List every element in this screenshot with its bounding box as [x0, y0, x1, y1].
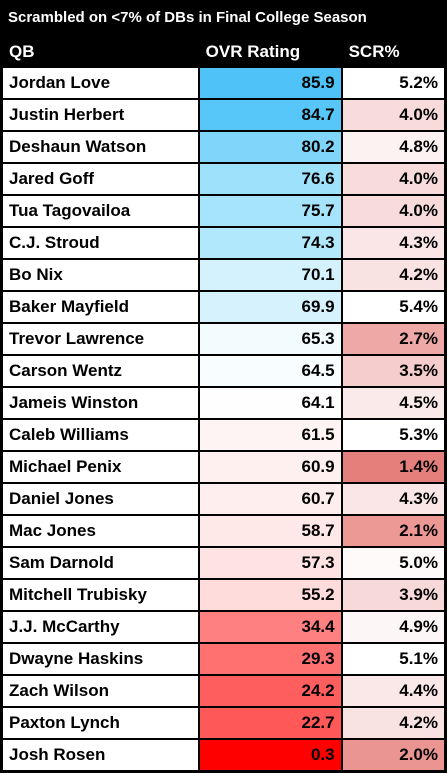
scr-pct-cell: 4.9% [342, 612, 444, 642]
scr-pct-cell: 4.3% [342, 228, 444, 258]
scr-pct-cell: 3.9% [342, 580, 444, 610]
ovr-rating-cell: 60.7 [199, 484, 341, 514]
ovr-rating-cell: 85.9 [199, 68, 341, 98]
ovr-rating-cell: 76.6 [199, 164, 341, 194]
scr-pct-cell: 4.4% [342, 676, 444, 706]
table-row: Trevor Lawrence 65.3 2.7% [3, 324, 444, 354]
qb-name-cell: Caleb Williams [3, 420, 198, 450]
ovr-rating-cell: 74.3 [199, 228, 341, 258]
ovr-rating-cell: 65.3 [199, 324, 341, 354]
table-row: Bo Nix 70.1 4.2% [3, 260, 444, 290]
scr-pct-cell: 5.4% [342, 292, 444, 322]
column-header-scr-pct: SCR% [342, 37, 444, 66]
table-row: Caleb Williams 61.5 5.3% [3, 420, 444, 450]
qb-name-cell: Jameis Winston [3, 388, 198, 418]
qb-name-cell: Trevor Lawrence [3, 324, 198, 354]
table-row: Justin Herbert 84.7 4.0% [3, 100, 444, 130]
table-row: Jared Goff 76.6 4.0% [3, 164, 444, 194]
qb-name-cell: Carson Wentz [3, 356, 198, 386]
qb-name-cell: Josh Rosen [3, 740, 198, 770]
ovr-rating-cell: 22.7 [199, 708, 341, 738]
table-row: Josh Rosen 0.3 2.0% [3, 740, 444, 770]
qb-name-cell: Deshaun Watson [3, 132, 198, 162]
ovr-rating-cell: 64.5 [199, 356, 341, 386]
qb-name-cell: Dwayne Haskins [3, 644, 198, 674]
table-row: Jameis Winston 64.1 4.5% [3, 388, 444, 418]
qb-name-cell: Tua Tagovailoa [3, 196, 198, 226]
scr-pct-cell: 1.4% [342, 452, 444, 482]
ovr-rating-cell: 70.1 [199, 260, 341, 290]
ovr-rating-cell: 34.4 [199, 612, 341, 642]
qb-name-cell: Paxton Lynch [3, 708, 198, 738]
table-row: Jordan Love 85.9 5.2% [3, 68, 444, 98]
table-row: Sam Darnold 57.3 5.0% [3, 548, 444, 578]
table-row: Carson Wentz 64.5 3.5% [3, 356, 444, 386]
scr-pct-cell: 2.7% [342, 324, 444, 354]
qb-name-cell: Mac Jones [3, 516, 198, 546]
table-row: C.J. Stroud 74.3 4.3% [3, 228, 444, 258]
ovr-rating-cell: 84.7 [199, 100, 341, 130]
ovr-rating-cell: 80.2 [199, 132, 341, 162]
ovr-rating-cell: 57.3 [199, 548, 341, 578]
scr-pct-cell: 4.0% [342, 164, 444, 194]
table-row: Dwayne Haskins 29.3 5.1% [3, 644, 444, 674]
header-row: QB OVR Rating SCR% [3, 37, 444, 66]
qb-name-cell: Daniel Jones [3, 484, 198, 514]
table-row: Daniel Jones 60.7 4.3% [3, 484, 444, 514]
qb-name-cell: Jared Goff [3, 164, 198, 194]
scr-pct-cell: 5.0% [342, 548, 444, 578]
ovr-rating-cell: 69.9 [199, 292, 341, 322]
ovr-rating-cell: 55.2 [199, 580, 341, 610]
qb-name-cell: Zach Wilson [3, 676, 198, 706]
scr-pct-cell: 4.8% [342, 132, 444, 162]
qb-name-cell: Jordan Love [3, 68, 198, 98]
scr-pct-cell: 2.1% [342, 516, 444, 546]
ovr-rating-cell: 60.9 [199, 452, 341, 482]
scr-pct-cell: 3.5% [342, 356, 444, 386]
table-row: Tua Tagovailoa 75.7 4.0% [3, 196, 444, 226]
scr-pct-cell: 4.0% [342, 196, 444, 226]
scr-pct-cell: 5.2% [342, 68, 444, 98]
scr-pct-cell: 4.2% [342, 708, 444, 738]
scr-pct-cell: 2.0% [342, 740, 444, 770]
qb-name-cell: J.J. McCarthy [3, 612, 198, 642]
qb-table: QB OVR Rating SCR% Jordan Love 85.9 5.2% Ju… [1, 35, 446, 772]
scr-pct-cell: 4.5% [342, 388, 444, 418]
qb-name-cell: Mitchell Trubisky [3, 580, 198, 610]
table-row: Michael Penix 60.9 1.4% [3, 452, 444, 482]
table-row: Mitchell Trubisky 55.2 3.9% [3, 580, 444, 610]
ovr-rating-cell: 64.1 [199, 388, 341, 418]
table-row: Mac Jones 58.7 2.1% [3, 516, 444, 546]
qb-name-cell: C.J. Stroud [3, 228, 198, 258]
qb-name-cell: Bo Nix [3, 260, 198, 290]
ovr-rating-cell: 61.5 [199, 420, 341, 450]
table-row: J.J. McCarthy 34.4 4.9% [3, 612, 444, 642]
column-header-ovr-rating: OVR Rating [199, 37, 341, 66]
ovr-rating-cell: 58.7 [199, 516, 341, 546]
scr-pct-cell: 5.3% [342, 420, 444, 450]
table-row: Zach Wilson 24.2 4.4% [3, 676, 444, 706]
qb-name-cell: Sam Darnold [3, 548, 198, 578]
scr-pct-cell: 4.3% [342, 484, 444, 514]
table-row: Baker Mayfield 69.9 5.4% [3, 292, 444, 322]
column-header-qb: QB [3, 37, 198, 66]
scr-pct-cell: 5.1% [342, 644, 444, 674]
table-body: Jordan Love 85.9 5.2% Justin Herbert 84.7 4.0… [3, 68, 444, 770]
ovr-rating-cell: 75.7 [199, 196, 341, 226]
ovr-rating-cell: 24.2 [199, 676, 341, 706]
table-row: Paxton Lynch 22.7 4.2% [3, 708, 444, 738]
table-title: Scrambled on <7% of DBs in Final College… [0, 0, 447, 35]
qb-name-cell: Justin Herbert [3, 100, 198, 130]
ovr-rating-cell: 0.3 [199, 740, 341, 770]
scr-pct-cell: 4.2% [342, 260, 444, 290]
qb-name-cell: Michael Penix [3, 452, 198, 482]
table-row: Deshaun Watson 80.2 4.8% [3, 132, 444, 162]
qb-name-cell: Baker Mayfield [3, 292, 198, 322]
scr-pct-cell: 4.0% [342, 100, 444, 130]
ovr-rating-cell: 29.3 [199, 644, 341, 674]
